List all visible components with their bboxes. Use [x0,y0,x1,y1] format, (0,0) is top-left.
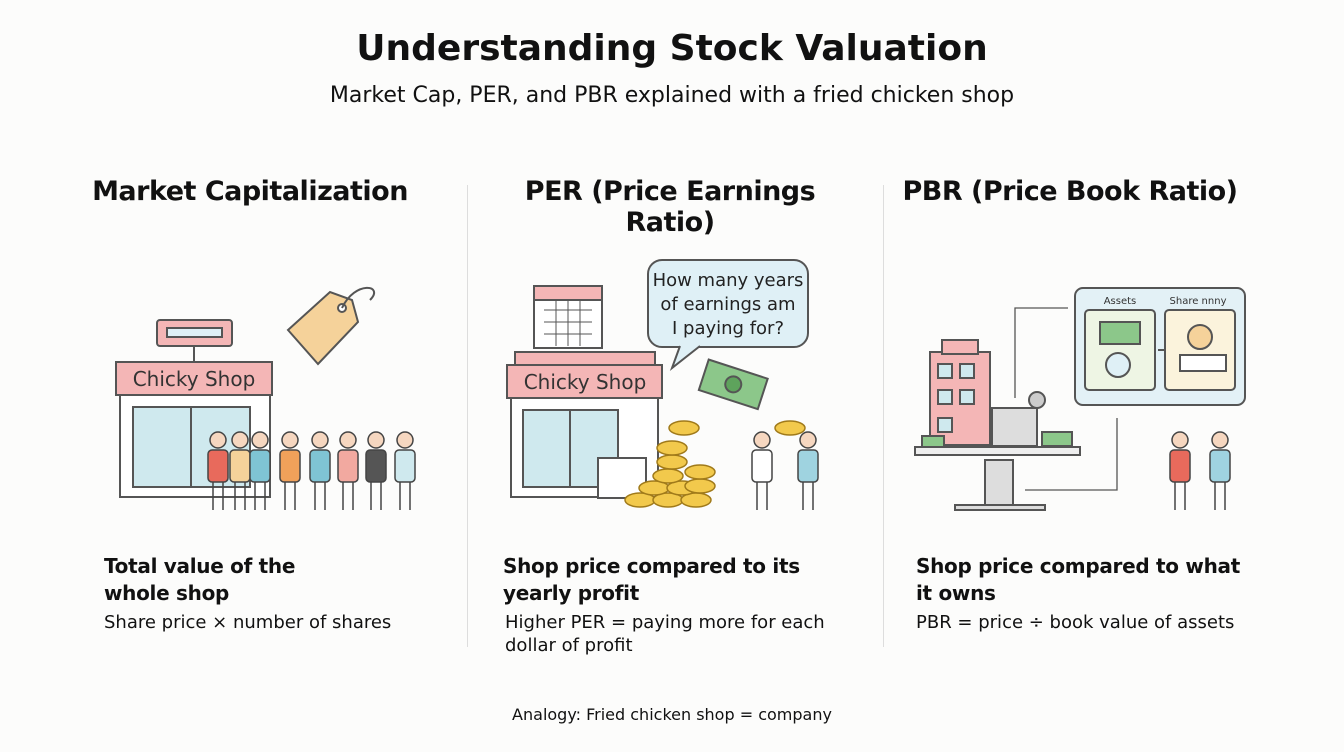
coin [656,440,688,456]
description: Shop price compared to what it owns [916,554,1240,605]
person-head [367,431,385,449]
person-head [1211,431,1229,449]
pbr-illustration [914,287,1246,511]
person-head [251,431,269,449]
person-body [797,449,819,483]
person [394,431,416,510]
coin [684,464,716,480]
description: Shop price compared to its yearly profit [503,554,800,605]
person [229,431,251,510]
person [279,431,301,510]
coin [656,454,688,470]
bubble-line: I paying for? [672,318,784,339]
column-heading: Market Capitalization [92,176,408,207]
per-illustration [506,259,809,499]
footer: Analogy: Fried chicken shop = company [512,705,832,724]
person [337,431,359,510]
person-body [279,449,301,483]
person-body [249,449,271,483]
person [309,431,331,510]
divider [467,185,468,647]
person-body [229,449,251,483]
bubble-line: of earnings am [660,294,795,315]
formula: Higher PER = paying more for each dollar… [505,612,825,656]
person-body [309,449,331,483]
title: Understanding Stock Valuation [356,28,988,69]
person-body [337,449,359,483]
panel-label: Share nnny [1170,296,1227,307]
coin [668,420,700,436]
person-body [1169,449,1191,483]
speech-bubble: How many years of earnings am I paying for… [653,270,804,339]
people [207,431,1231,510]
person-body [1209,449,1231,483]
column-heading: PER (Price Earnings Ratio) [524,176,816,238]
formula: Share price × number of shares [104,612,392,633]
panel-label: Assets [1104,296,1137,307]
person [207,431,229,510]
coins [624,420,806,508]
person-head [396,431,414,449]
column-heading: PBR (Price Book Ratio) [902,176,1238,207]
person-head [799,431,817,449]
person-body [751,449,773,483]
bubble-line: How many years [653,270,804,291]
person-head [339,431,357,449]
divider [883,185,884,647]
person [1209,431,1231,510]
person-head [753,431,771,449]
person-head [1171,431,1189,449]
coin [684,478,716,494]
person-head [281,431,299,449]
shop-sign: Chicky Shop [524,370,647,394]
person-body [365,449,387,483]
person [249,431,271,510]
person [1169,431,1191,510]
coin [652,468,684,484]
person-body [394,449,416,483]
person-head [231,431,249,449]
shop-sign: Chicky Shop [133,367,256,391]
coin [774,420,806,436]
person [797,431,819,510]
person-head [209,431,227,449]
subtitle: Market Cap, PER, and PBR explained with … [329,83,1015,108]
person-head [311,431,329,449]
market-cap-illustration [115,286,376,498]
description: Total value of the whole shop [104,554,296,605]
person [365,431,387,510]
formula: PBR = price ÷ book value of assets [916,612,1235,633]
person [751,431,773,510]
person-body [207,449,229,483]
